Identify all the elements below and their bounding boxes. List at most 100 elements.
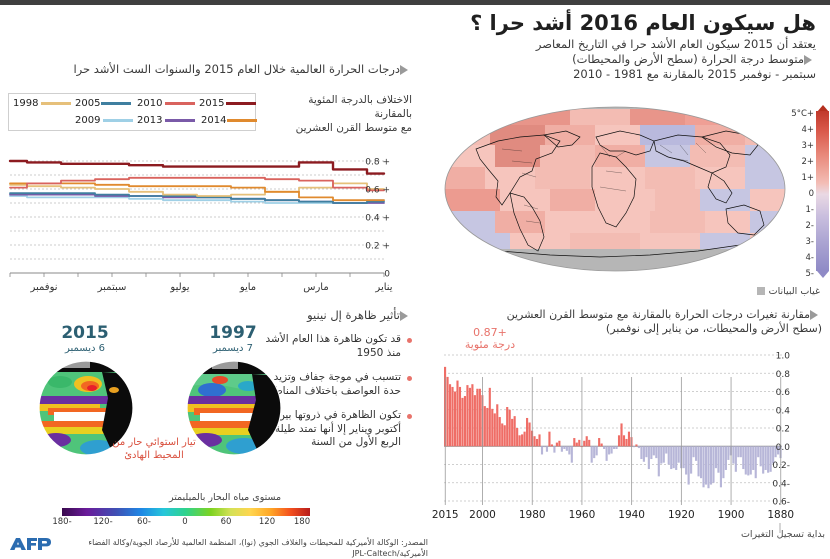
anomaly-value: +0.87 [473,326,507,339]
anomaly-annotation: +0.87 درجة مئوية [445,327,535,351]
legend-label: 2014 [201,115,227,126]
legend-tick: +4 [801,125,814,135]
svg-text:-0.4: -0.4 [772,479,790,489]
no-data-swatch-icon [756,287,765,295]
line-chart-svg: 0 + 0.2 + 0.4 + 0.6 + 0.8 يناير مارس مايو يوليو… [8,158,393,293]
svg-text:يوليو: يوليو [169,282,189,293]
svg-text:0.2: 0.2 [776,425,790,435]
temperature-anomaly-bar-chart: 1.0 0.8 0.6 0.4 0.2 0.0 -0.2 -0.4 -0.6 2015 2000 1… [430,343,830,533]
map-svg [440,101,790,281]
legend-swatch-2009 [103,119,133,122]
axis-note-line-2: مع متوسط القرن العشرين [295,122,412,134]
svg-text:1960: 1960 [569,509,596,521]
legend-tick: -5 [805,269,815,279]
legend-label: 2013 [137,115,163,126]
svg-text:نوفمبر: نوفمبر [29,282,57,293]
legend-tick: -4 [805,253,815,263]
legend-label: 1998 [13,98,39,109]
svg-text:1900: 1900 [718,509,745,521]
legend-swatch-1998 [41,102,71,105]
svg-text:مارس: مارس [303,282,328,293]
legend-cap-bottom-icon [817,271,829,278]
line-chart-axis-note: الاختلاف بالدرجة المئوية بالمقارنة مع مت… [272,93,412,135]
list-item: تتسبب في موجة جفاف وتزيد من حدة العواصف … [252,371,412,398]
legend-item-2015[interactable]: 2015 [199,96,257,112]
legend-item-2013[interactable]: 2013 [137,113,195,129]
svg-text:0.0: 0.0 [776,443,791,453]
svg-text:+ 0.2: + 0.2 [365,242,390,252]
svg-text:0.8: 0.8 [776,370,791,380]
line-chart-title: درجات الحرارة العالمية خلال العام 2015 و… [12,62,412,76]
svg-text:سبتمبر: سبتمبر [97,282,127,293]
page-title: هل سيكون العام 2016 أشد حرا ؟ [470,11,816,35]
map-legend: +5°C +4 +3 +2 +1 0 -1 -2 -3 -4 -5 [791,105,829,280]
svg-text:1940: 1940 [618,509,645,521]
globe-year-2015: 2015 [61,323,109,343]
legend-tick: -2 [805,221,815,231]
globe-2015-svg [38,360,134,456]
legend-item-2005[interactable]: 2005 [75,96,133,112]
scale-tick: 120 [258,517,276,527]
afp-logo [8,536,52,552]
legend-tick: +2 [801,157,814,167]
legend-swatch-2010 [165,102,195,105]
bar-chart-subtitle: (سطح الأرض والمحيطات، من يناير إلى نوفمب… [605,322,822,335]
anomaly-unit: درجة مئوية [464,338,516,351]
axis-note-line-1: الاختلاف بالدرجة المئوية بالمقارنة [308,94,412,120]
legend-label: 2010 [137,98,163,109]
svg-text:1980: 1980 [519,509,546,521]
svg-text:2015: 2015 [432,509,459,521]
svg-text:1.0: 1.0 [776,352,791,362]
no-data-legend: غياب البيانات [700,286,820,297]
sea-level-scale-caption: مستوى مياه البحار بالميليمتر [168,492,282,503]
svg-text:1880: 1880 [767,509,794,521]
svg-text:+ 0.6: + 0.6 [365,186,390,196]
legend-swatch-2013 [165,119,195,122]
svg-text:+ 0.4: + 0.4 [365,214,390,224]
svg-text:0: 0 [384,270,390,280]
svg-text:+ 0.8: + 0.8 [365,158,390,168]
legend-item-1998[interactable]: 1998 [13,96,71,112]
legend-gradient-bar [816,111,829,271]
scale-tick: -60 [137,517,151,527]
legend-ticks: +5°C +4 +3 +2 +1 0 -1 -2 -3 -4 -5 [784,107,815,279]
svg-text:1920: 1920 [668,509,695,521]
svg-text:-0.2: -0.2 [772,461,790,471]
top-bar [0,0,830,5]
svg-text:2000: 2000 [469,509,496,521]
legend-swatch-2015 [226,102,256,105]
svg-text:يناير: يناير [374,282,392,293]
legend-tick: -3 [805,237,815,247]
globe-year-1997: 1997 [209,323,257,343]
world-temperature-map [440,101,790,281]
bar-chart-title: مقارنة تغيرات درجات الحرارة بالمقارنة مع… [422,308,822,321]
arrow-left-icon [804,54,812,65]
legend-item-2014[interactable]: 2014 [199,113,257,129]
scale-tick: 60 [220,517,232,527]
bar-chart-header: مقارنة تغيرات درجات الحرارة بالمقارنة مع… [422,308,822,335]
legend-tick: +1 [801,173,814,183]
elnino-globe-1997 [186,360,282,456]
globe-date-2015: 6 ديسمبر [64,343,106,354]
legend-label: 2015 [199,98,225,109]
svg-text:0.4: 0.4 [776,406,791,416]
sea-level-color-scale [62,508,310,516]
legend-swatch-2014 [227,119,257,122]
arrow-left-icon [810,310,818,320]
scale-tick: -120 [93,517,113,527]
globe-1997-svg [186,360,282,456]
svg-text:مايو: مايو [239,282,256,293]
scale-tick: 180 [293,517,311,527]
legend-label: 2005 [75,98,101,109]
equatorial-current-label: تيار استوائي حار من المحيط الهادئ [112,437,196,461]
global-temperature-line-chart: 0 + 0.2 + 0.4 + 0.6 + 0.8 يناير مارس مايو يوليو… [0,133,420,303]
header-subtitle-3: سبتمبر - نوفمبر 2015 بالمقارنة مع 1981 -… [573,67,816,81]
list-item: تكون الظاهرة في ذروتها بين أكتوبر ويناير… [252,409,412,450]
infographic-page: هل سيكون العام 2016 أشد حرا ؟ يعتقد أن 2… [0,5,830,558]
elnino-globe-2015 [38,360,134,456]
legend-label: 2009 [75,115,101,126]
legend-item-2009[interactable]: 2009 [75,113,133,129]
legend-item-2010[interactable]: 2010 [137,96,195,112]
legend-tick: -1 [805,205,815,215]
arrow-left-icon [400,64,408,75]
